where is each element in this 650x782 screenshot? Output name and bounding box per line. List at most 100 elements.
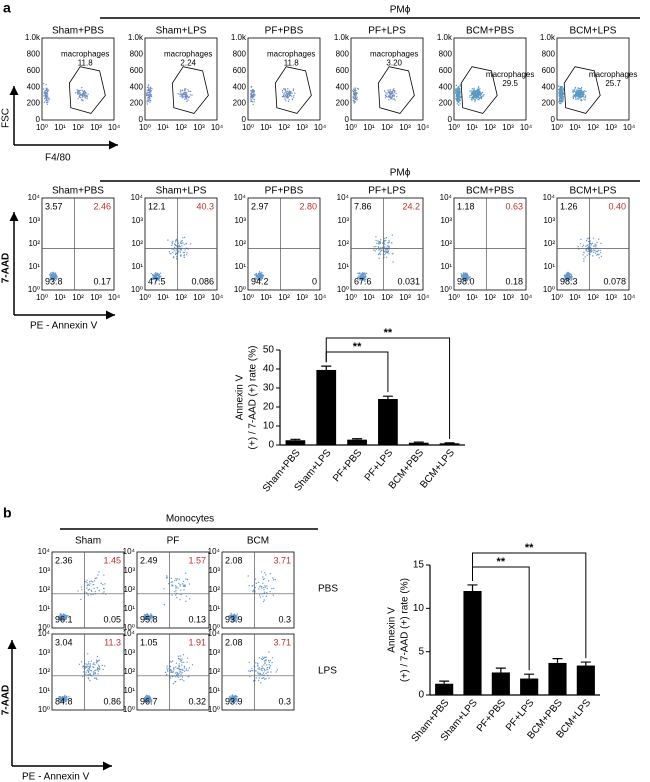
axis-label: F4/80 xyxy=(45,153,71,164)
quadrant-value: 2.08 xyxy=(225,637,243,647)
y-tick-label: 400 xyxy=(27,82,41,91)
event-dots xyxy=(460,272,471,282)
plot-title: Sham+LPS xyxy=(156,26,207,37)
plot-frame xyxy=(144,37,218,121)
y-tick-label: 40 xyxy=(263,364,275,375)
plot-frame xyxy=(350,37,424,121)
y-tick-label: 5 xyxy=(418,646,424,657)
plot-title: Sham+PBS xyxy=(52,26,104,37)
y-tick-label: 400 xyxy=(439,82,453,91)
x-tick-label: 10³ xyxy=(193,123,205,132)
y-tick-label: 10³ xyxy=(208,566,220,575)
y-tick-label: 200 xyxy=(336,99,350,108)
y-tick-label: 10³ xyxy=(208,648,220,657)
y-tick-label: 10² xyxy=(208,585,220,594)
y-tick-label: 1.0k xyxy=(231,33,247,42)
gate xyxy=(460,66,498,114)
axis-label: Annexin V xyxy=(235,374,246,420)
y-tick-label: 400 xyxy=(233,82,247,91)
y-tick-label: 800 xyxy=(542,50,556,59)
y-tick-label: 0 xyxy=(448,115,453,124)
error-bar xyxy=(382,395,393,400)
y-tick-label: 10¹ xyxy=(28,262,40,271)
y-tick-label: 10¹ xyxy=(208,604,220,613)
x-tick-label: 10¹ xyxy=(569,293,581,302)
x-tick-label: 10² xyxy=(587,293,599,302)
x-tick-label: 10⁴ xyxy=(520,123,533,132)
y-tick-label: 10⁰ xyxy=(337,285,349,294)
x-tick-label: 10⁰ xyxy=(551,293,563,302)
bar xyxy=(491,672,510,695)
y-tick-label: 10 xyxy=(413,603,425,614)
axis-label: (+) / 7-AAD (+) rate (%) xyxy=(248,346,259,450)
y-tick-label: 400 xyxy=(542,82,556,91)
y-tick-label: 1.0k xyxy=(25,33,41,42)
quadrant-value: 84.8 xyxy=(55,696,73,706)
x-tick-label: 10⁴ xyxy=(314,293,327,302)
x-tick-label: 10¹ xyxy=(363,123,375,132)
axis-label: 7-AAD xyxy=(1,685,12,716)
quadrant-value: 93.9 xyxy=(225,614,243,624)
x-tick-label: 10² xyxy=(587,123,599,132)
gate-name: macrophages xyxy=(486,70,534,79)
axis-label: (+) / 7-AAD (+) rate (%) xyxy=(400,578,411,682)
x-tick-label: 10² xyxy=(484,293,496,302)
quadrant-value: 47.5 xyxy=(148,276,166,286)
quadrant-value: 3.04 xyxy=(55,637,73,647)
y-tick-label: 10² xyxy=(38,585,50,594)
quadrant-value: 94.2 xyxy=(251,276,269,286)
y-tick-label: 10² xyxy=(28,239,40,248)
bar xyxy=(347,439,367,445)
quadrant-value: 0.86 xyxy=(103,696,121,706)
y-tick-label: 10² xyxy=(543,239,555,248)
bar xyxy=(576,665,595,695)
y-tick-label: 10⁰ xyxy=(543,285,555,294)
significance-label: ** xyxy=(525,542,534,554)
x-tick-label: 10³ xyxy=(605,293,617,302)
x-tick-label: 10³ xyxy=(296,293,308,302)
y-tick-label: 10⁴ xyxy=(123,629,136,638)
x-tick-label: PF+PBS xyxy=(475,697,508,734)
error-bar xyxy=(467,584,478,591)
gate-name: macrophages xyxy=(267,50,315,59)
x-tick-label: 10⁰ xyxy=(242,123,254,132)
bar xyxy=(548,662,567,695)
x-tick-label: 10⁰ xyxy=(551,123,563,132)
y-tick-label: 10⁴ xyxy=(337,193,350,202)
quadrant-value: 93.9 xyxy=(225,696,243,706)
y-tick-label: 10³ xyxy=(38,648,50,657)
quadrant-value: 1.45 xyxy=(103,555,121,565)
y-tick-label: 0 xyxy=(551,115,556,124)
y-tick-label: 10⁰ xyxy=(28,285,40,294)
panel-label: b xyxy=(3,505,12,521)
quadrant-value: 0.078 xyxy=(603,276,626,286)
event-dots xyxy=(253,271,265,281)
event-dots xyxy=(143,572,191,621)
y-tick-label: 800 xyxy=(233,50,247,59)
y-tick-label: 0 xyxy=(418,690,424,701)
column-title: Sham xyxy=(75,536,101,547)
plot-title: Sham+PBS xyxy=(52,186,104,197)
quadrant-value: 3.57 xyxy=(45,201,63,211)
column-title: PF xyxy=(167,536,180,547)
x-tick-label: 10⁴ xyxy=(108,293,121,302)
quadrant-value: 93.8 xyxy=(45,276,63,286)
gate-value: 11.8 xyxy=(284,59,300,68)
y-tick-label: 200 xyxy=(439,99,453,108)
x-tick-label: 10³ xyxy=(605,123,617,132)
x-tick-label: 10⁰ xyxy=(139,293,151,302)
axis-label: FSC xyxy=(1,108,12,128)
error-bar xyxy=(580,661,591,666)
quadrant-value: 2.49 xyxy=(140,555,158,565)
quadrant-value: 2.97 xyxy=(251,201,269,211)
y-tick-label: 10³ xyxy=(337,216,349,225)
y-tick-label: 10³ xyxy=(123,566,135,575)
quadrant-value: 12.1 xyxy=(148,201,166,211)
y-tick-label: 10³ xyxy=(440,216,452,225)
gate xyxy=(377,66,415,114)
plot-title: PF+PBS xyxy=(265,26,304,37)
y-tick-label: 10³ xyxy=(131,216,143,225)
y-tick-label: 400 xyxy=(336,82,350,91)
x-tick-label: 10² xyxy=(381,293,393,302)
